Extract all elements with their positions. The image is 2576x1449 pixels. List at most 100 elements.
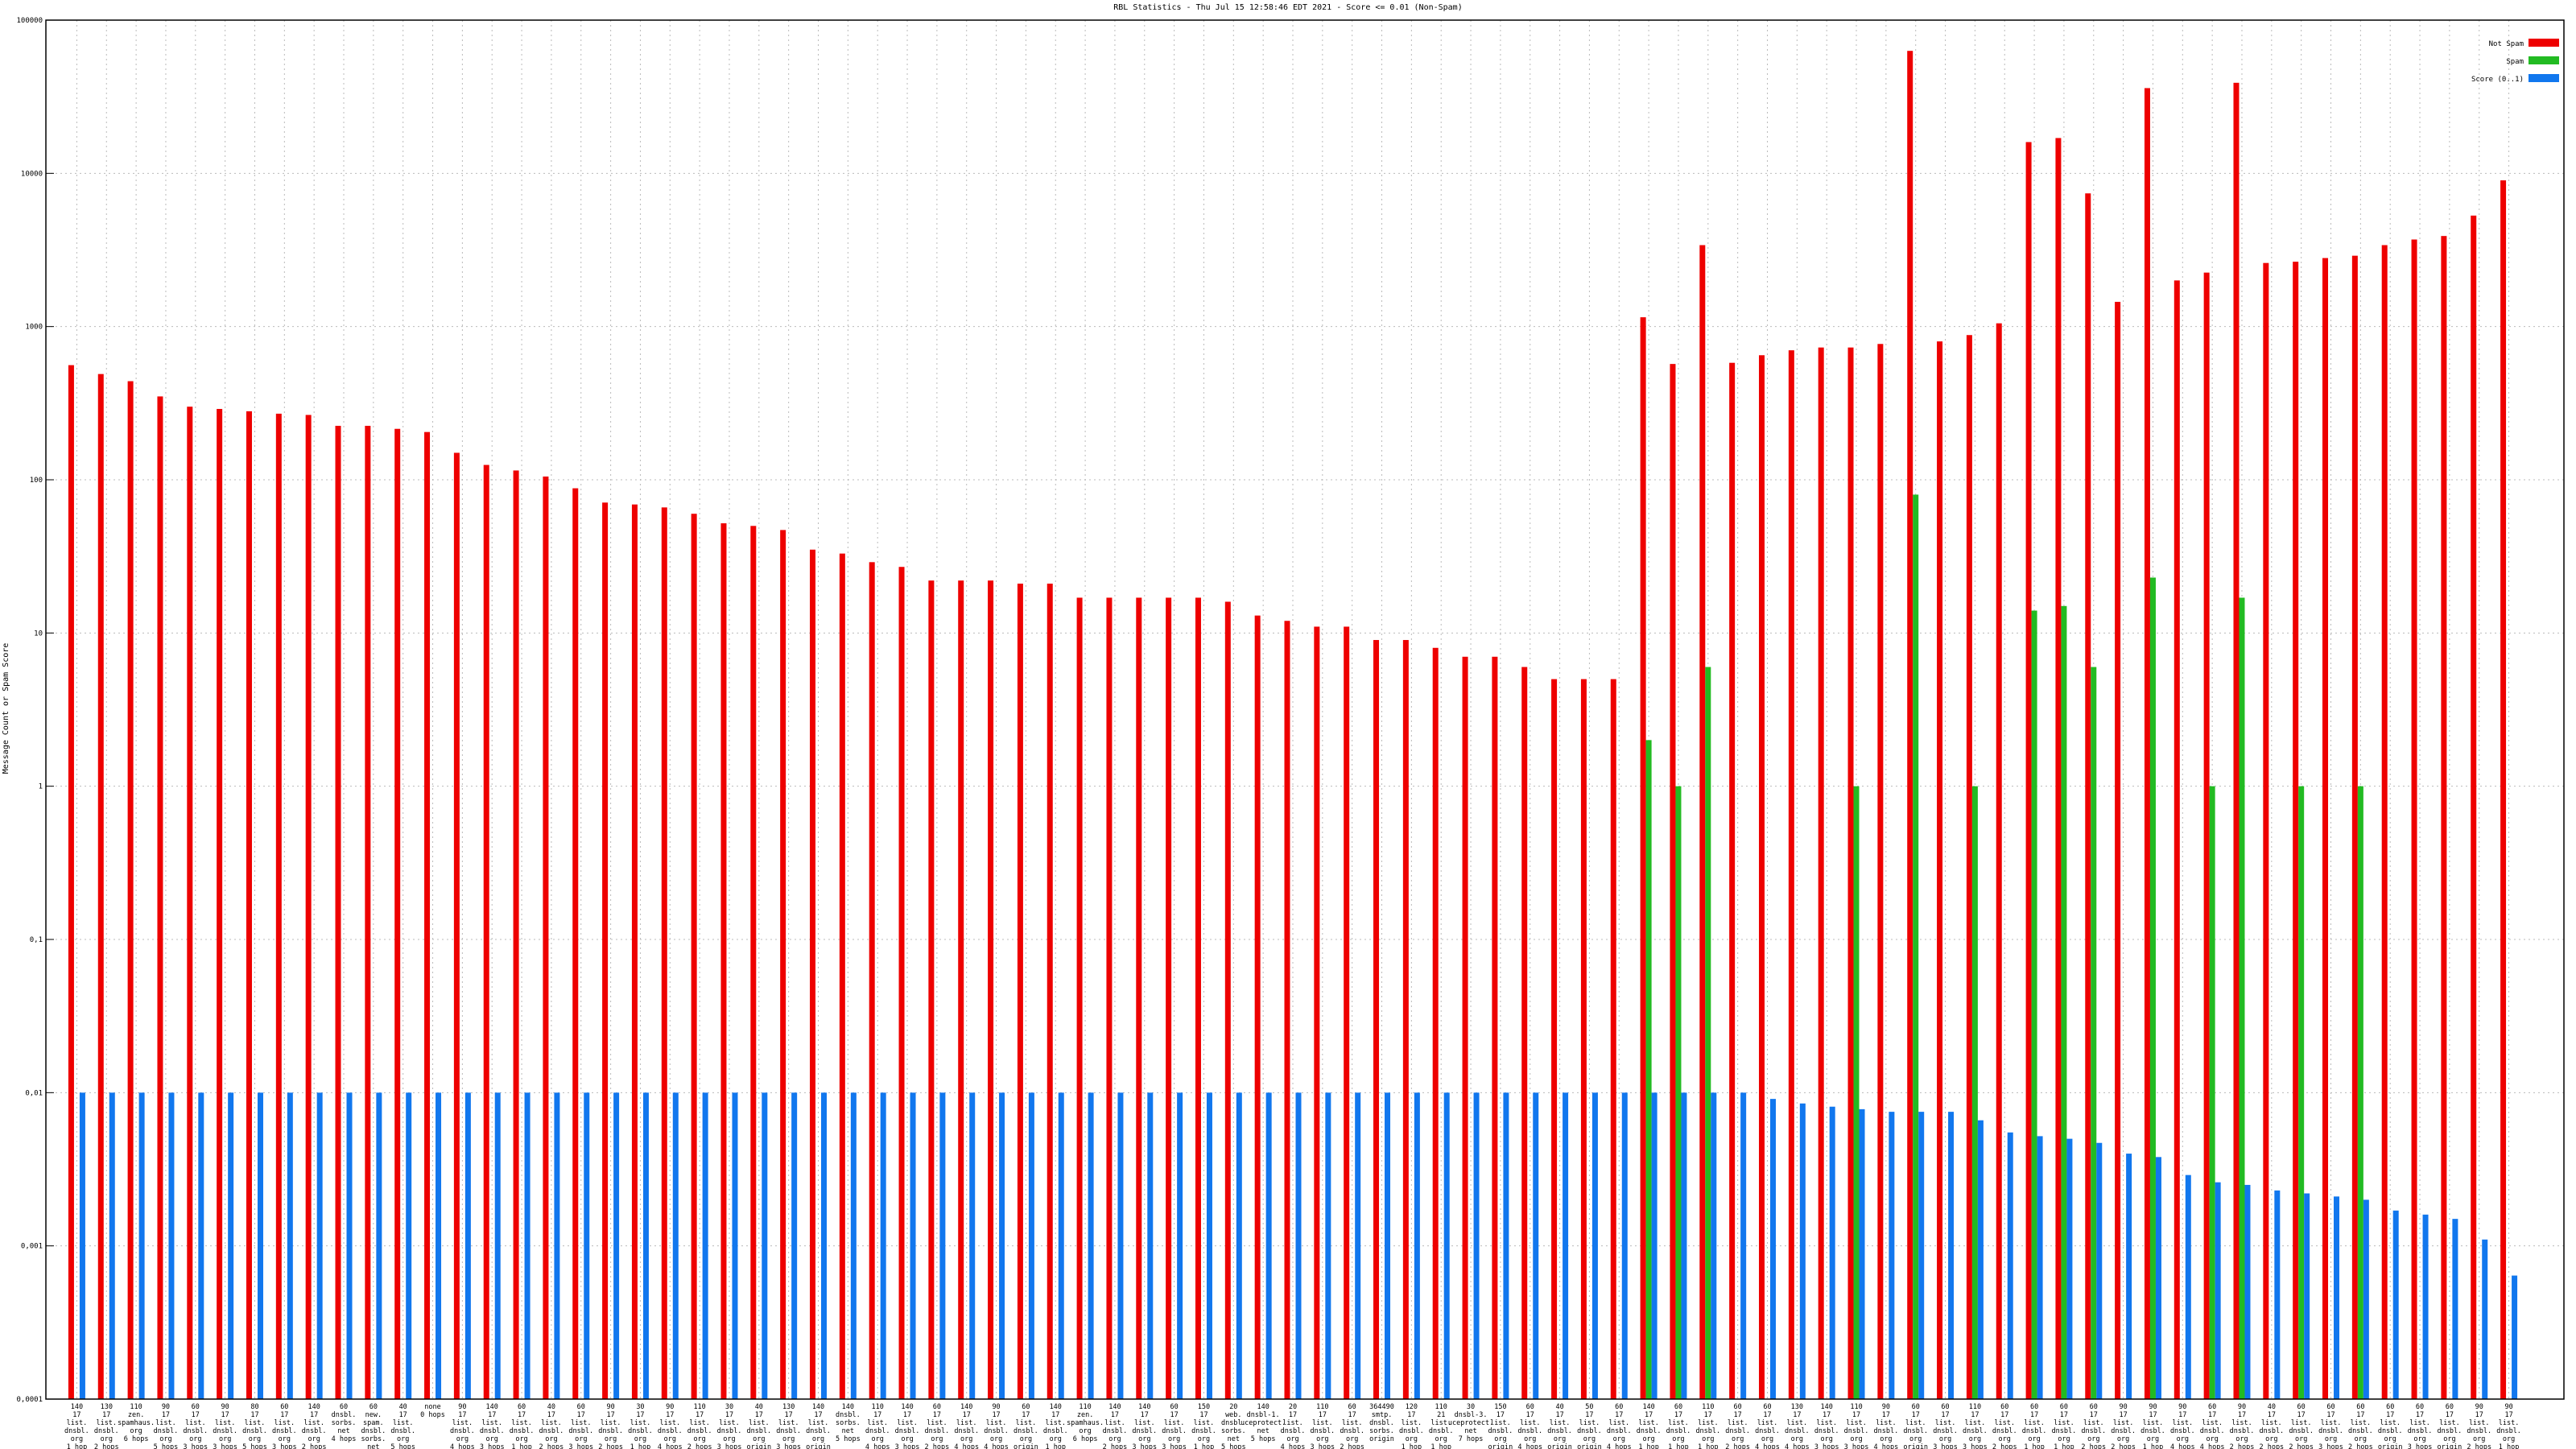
bar: [1645, 740, 1652, 1399]
bar: [2363, 1199, 2369, 1399]
x-tick-label: 90 17 list. dnsbl. org 2 hops: [598, 1403, 623, 1449]
bar: [750, 526, 757, 1399]
bar: [720, 523, 727, 1400]
bar: [1971, 786, 1978, 1399]
bar: [2471, 215, 2477, 1399]
bar: [1681, 1092, 1687, 1399]
bar: [2422, 1214, 2429, 1399]
bar: [791, 1092, 798, 1399]
x-tick-label: 40 17 list. dnsbl. org origin: [746, 1403, 771, 1449]
bar: [1711, 1092, 1717, 1399]
bar: [613, 1092, 620, 1399]
bar: [1254, 615, 1261, 1399]
x-tick-label: 140 17 list. dnsbl. org 1 hop: [1043, 1403, 1068, 1449]
bar: [554, 1092, 560, 1399]
x-tick-label: 30 17 list. dnsbl. org 1 hop: [628, 1403, 653, 1449]
bar: [1769, 1099, 1776, 1399]
x-tick-label: 140 17 list. dnsbl. org 3 hops: [895, 1403, 920, 1449]
bar: [1166, 597, 1172, 1399]
x-tick-label: 60 17 list. dnsbl. org 3 hops: [2318, 1403, 2343, 1449]
bar: [880, 1092, 886, 1399]
x-tick-label: 90 17 list. dnsbl. org 4 hops: [2170, 1403, 2195, 1449]
y-tick-label: 1000: [25, 324, 43, 332]
bar: [1729, 362, 1736, 1399]
x-tick-label: 364490 smtp. dnsbl. sorbs. origin: [1369, 1403, 1394, 1443]
bar: [810, 549, 816, 1399]
x-tick-label: 90 17 list. dnsbl. org 2 hops: [2230, 1403, 2255, 1449]
bar: [217, 408, 223, 1399]
bar: [1236, 1092, 1242, 1399]
legend-label: Not Spam: [2489, 40, 2524, 48]
bar: [1977, 1120, 1984, 1399]
bar: [642, 1092, 649, 1399]
x-tick-label: 60 17 list. dnsbl. org 4 hops: [1517, 1403, 1542, 1449]
x-tick-label: 110 17 list. dnsbl. org 3 hops: [1310, 1403, 1335, 1449]
bar: [821, 1092, 828, 1399]
bar: [910, 1092, 916, 1399]
plot-frame: [45, 19, 2565, 1400]
bar: [1058, 1092, 1064, 1399]
y-tick-label: 0,0001: [16, 1396, 43, 1404]
x-tick-label: 60 17 list. dnsbl. org origin: [2378, 1403, 2403, 1449]
bar: [898, 567, 905, 1399]
bar: [2322, 258, 2329, 1399]
x-tick-label: 90 17 list. dnsbl. org 2 hops: [2467, 1403, 2491, 1449]
bar: [1195, 597, 1201, 1399]
bar: [1818, 347, 1824, 1399]
x-tick-label: 110 21 list. dnsbl. org 1 hop: [1429, 1403, 1454, 1449]
x-tick-label: 60 17 list. dnsbl. org 2 hops: [925, 1403, 950, 1449]
bar: [1344, 626, 1350, 1399]
bar: [2096, 1142, 2103, 1399]
bar: [2007, 1132, 2013, 1399]
x-tick-label: 60 dnsbl. sorbs. net 4 hops: [332, 1403, 357, 1443]
bar: [1117, 1092, 1124, 1399]
bar: [2037, 1136, 2043, 1399]
bar: [1385, 1092, 1391, 1399]
x-tick-label: 60 17 list. dnsbl. org 1 hop: [2022, 1403, 2047, 1449]
x-tick-label: 60 17 list. dnsbl. org 1 hop: [1666, 1403, 1691, 1449]
y-tick-label: 10: [34, 630, 43, 638]
bar: [958, 580, 964, 1399]
x-tick-label: 30 17 list. dnsbl. org 3 hops: [717, 1403, 742, 1449]
bar: [939, 1092, 946, 1399]
bar: [1913, 494, 1919, 1399]
y-tick-label: 100000: [16, 17, 43, 25]
bar: [691, 514, 697, 1399]
x-tick-label: 140 17 list. dnsbl. org 3 hops: [1814, 1403, 1839, 1449]
x-tick-label: 110 17 list. dnsbl. org 4 hops: [865, 1403, 890, 1449]
bar: [394, 428, 401, 1400]
bar: [602, 502, 609, 1399]
bar: [2441, 236, 2447, 1399]
bar: [572, 488, 579, 1399]
x-tick-label: 110 zen. spamhaus. org 6 hops: [118, 1403, 155, 1443]
bar: [2263, 262, 2269, 1400]
bar: [1206, 1092, 1212, 1399]
bar: [1088, 1092, 1094, 1399]
x-tick-label: 60 17 list. dnsbl. org 2 hops: [1725, 1403, 1750, 1449]
x-tick-label: 60 17 list. dnsbl. org origin: [1903, 1403, 1928, 1449]
x-tick-label: 60 17 list. dnsbl. org 4 hops: [2200, 1403, 2225, 1449]
x-tick-label: 140 17 list. dnsbl. org 2 hops: [1103, 1403, 1128, 1449]
x-tick-label: 60 17 list. dnsbl. org 3 hops: [568, 1403, 593, 1449]
bar: [2274, 1190, 2281, 1399]
bar: [839, 553, 845, 1399]
x-tick-label: 40 17 list. dnsbl. org 2 hops: [539, 1403, 564, 1449]
bar: [2392, 1210, 2399, 1399]
bar: [1563, 1092, 1569, 1399]
bar: [198, 1092, 204, 1399]
bar: [2155, 1157, 2161, 1399]
x-tick-label: 60 17 list. dnsbl. org 4 hops: [1607, 1403, 1632, 1449]
bar: [424, 431, 431, 1399]
bar: [157, 396, 163, 1400]
x-tick-label: 140 dnsbl. sorbs. net 5 hops: [836, 1403, 861, 1443]
bar: [1106, 597, 1113, 1399]
bar: [453, 452, 460, 1400]
x-tick-label: 40 17 list. dnsbl. org origin: [1547, 1403, 1572, 1449]
x-tick-label: 90 17 list. dnsbl. org 4 hops: [450, 1403, 475, 1449]
bar: [1651, 1092, 1657, 1399]
x-tick-label: 60 17 list. dnsbl. org 2 hops: [2289, 1403, 2314, 1449]
bar: [1640, 317, 1646, 1400]
bar: [1551, 679, 1558, 1399]
bar: [2031, 610, 2037, 1399]
x-tick-label: 90 17 list. dnsbl. org 1 hop: [2140, 1403, 2165, 1449]
